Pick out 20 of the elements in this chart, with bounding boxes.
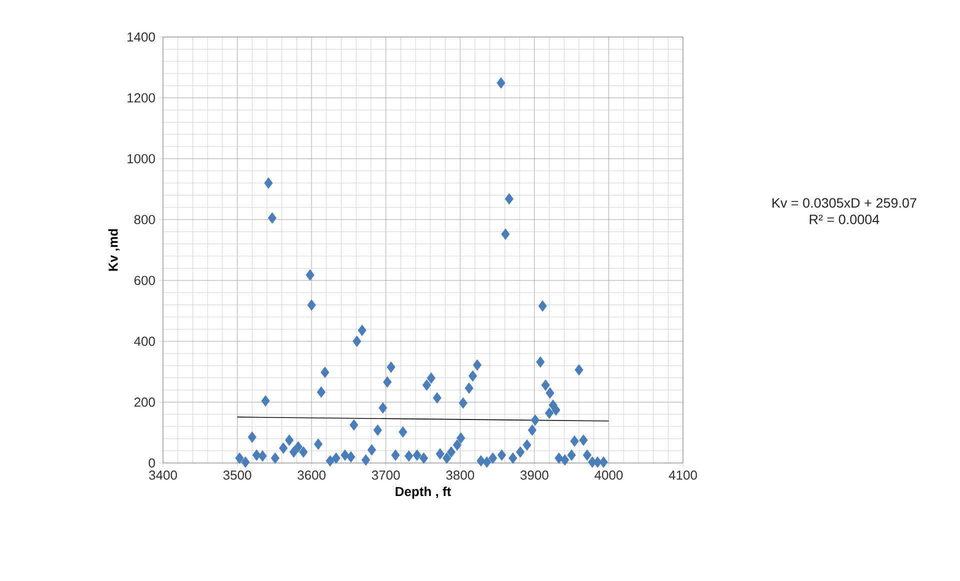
x-axis-title: Depth , ft — [396, 486, 451, 499]
x-tick-label: 3600 — [298, 470, 326, 480]
y-tick-label: 400 — [134, 336, 155, 346]
x-tick-label: 3700 — [372, 470, 400, 480]
x-tick-label: 4000 — [594, 470, 623, 480]
text: R² = 0.0004 — [810, 214, 880, 224]
y-tick-label: 1000 — [128, 154, 155, 164]
y-tick-label: 800 — [134, 214, 155, 224]
y-tick-label: 1200 — [128, 93, 155, 102]
y-tick-label: 200 — [134, 398, 155, 407]
x-tick-label: 3900 — [520, 470, 548, 480]
x-tick-label: 3800 — [446, 470, 474, 480]
x-tick-label: 3400 — [149, 470, 177, 480]
y-tick-label: 1400 — [128, 32, 155, 42]
y-axis-title: Kv ,md — [108, 229, 120, 271]
x-tick-label: 4100 — [668, 470, 697, 480]
x-tick-label: 3500 — [223, 470, 252, 480]
text: Kv = 0.0305xD + 259.07 — [772, 198, 916, 208]
y-tick-label: 600 — [134, 276, 155, 286]
y-tick-label: 0 — [148, 458, 155, 468]
